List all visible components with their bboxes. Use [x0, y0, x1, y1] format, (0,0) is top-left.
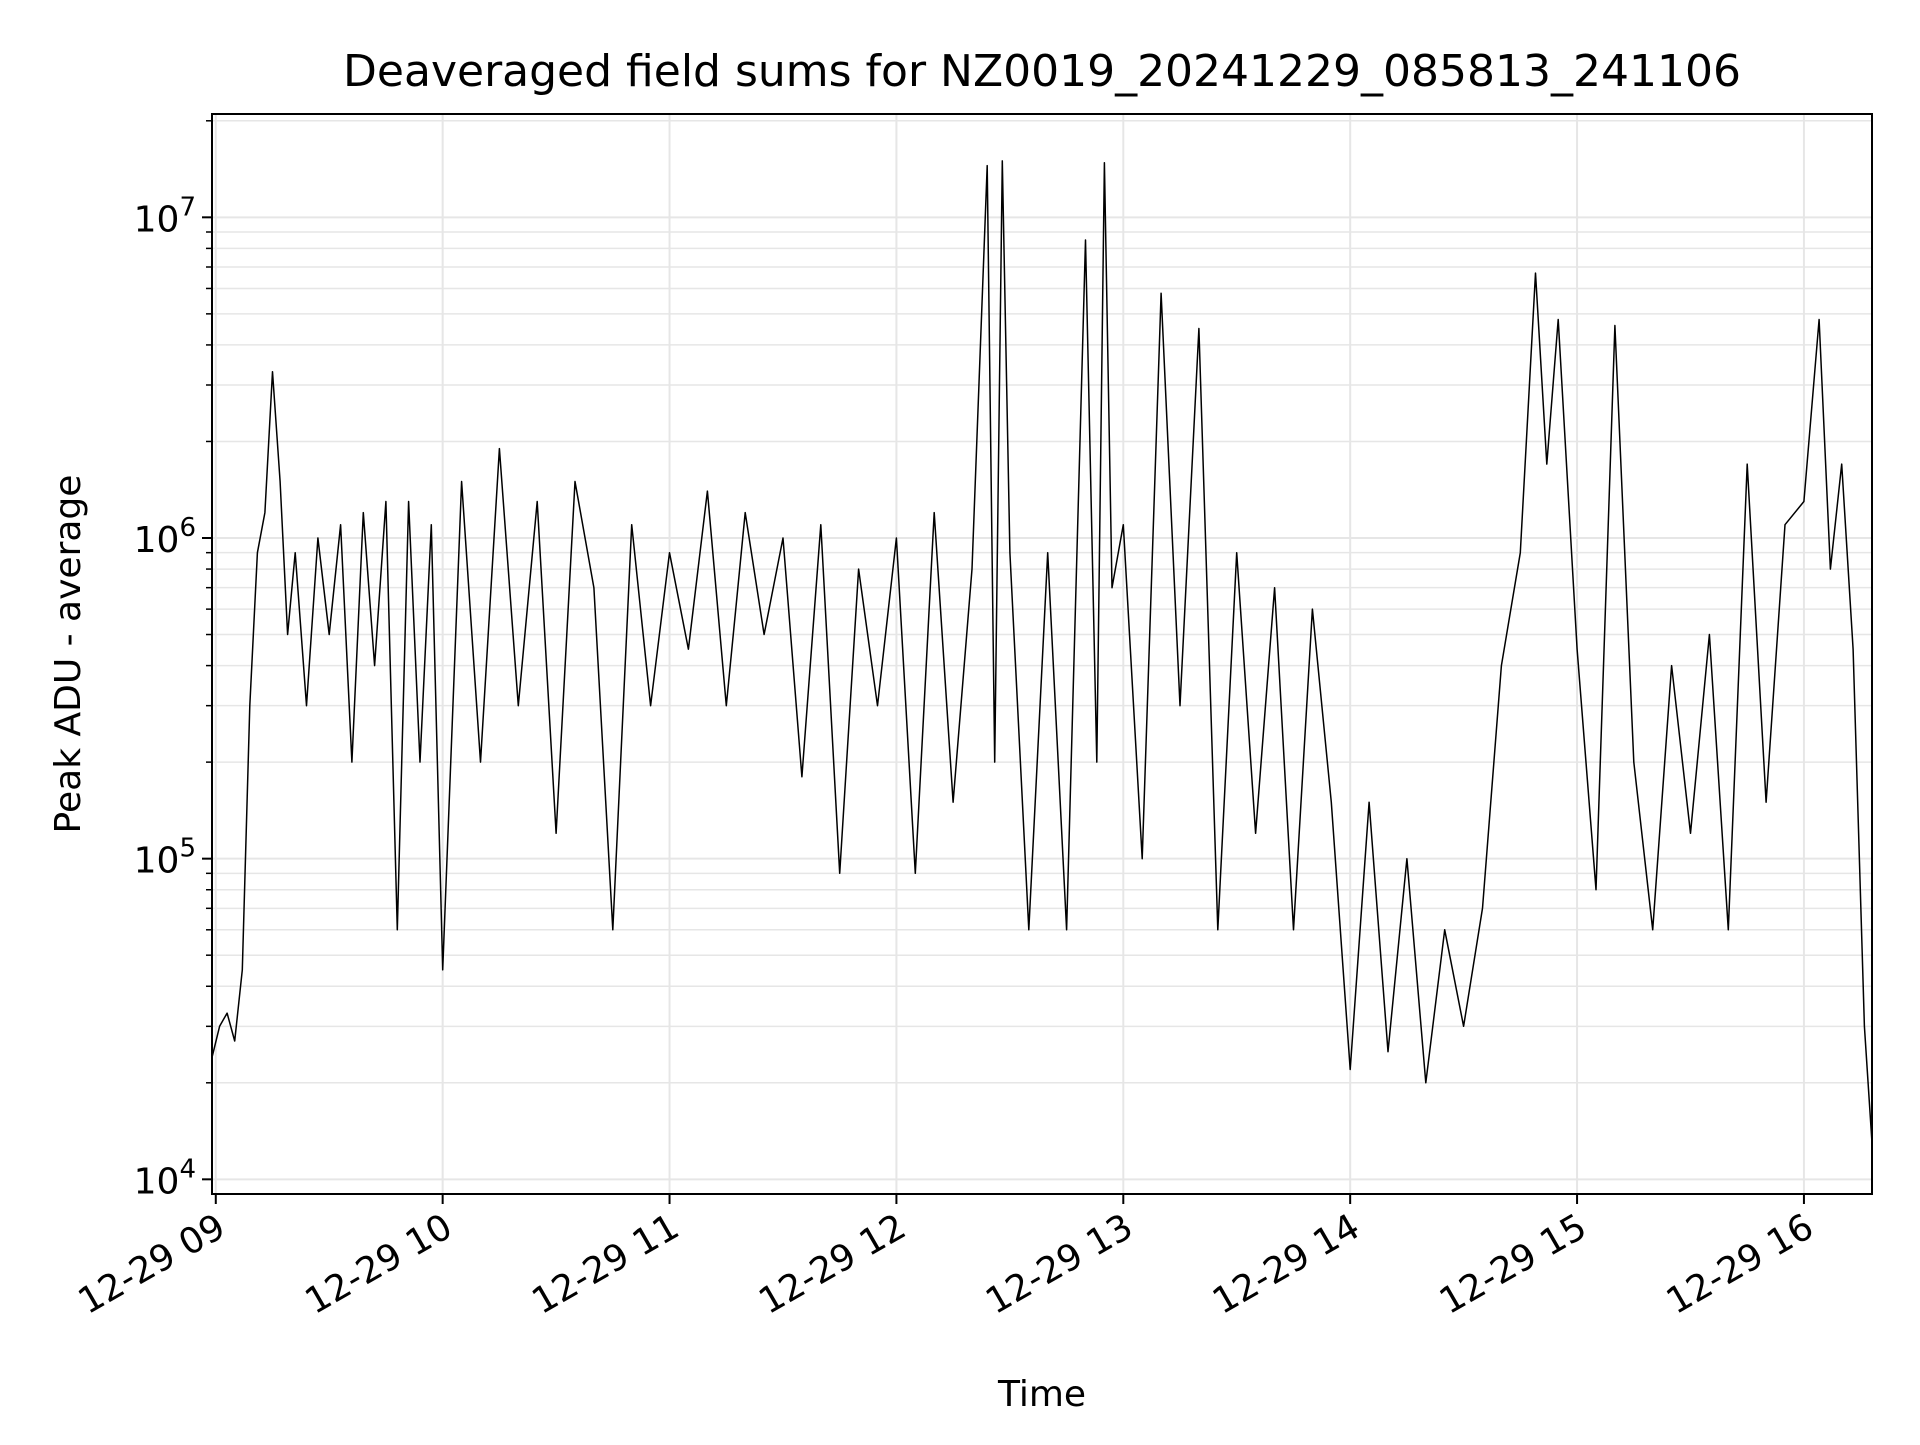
x-axis-label: Time — [997, 1374, 1086, 1415]
plot-frame — [211, 113, 1873, 1195]
y-tick-label: 104 — [134, 1154, 196, 1202]
chart-title: Deaveraged field sums for NZ0019_2024122… — [343, 46, 1741, 97]
y-tick-label: 106 — [134, 513, 196, 561]
y-axis-label: Peak ADU - average — [48, 475, 89, 834]
data-series-line — [211, 160, 1873, 1143]
y-tick-label: 105 — [134, 834, 196, 882]
grid-layer — [212, 114, 1872, 1194]
y-tick-label: 107 — [134, 192, 196, 240]
plot-layer — [211, 160, 1873, 1143]
